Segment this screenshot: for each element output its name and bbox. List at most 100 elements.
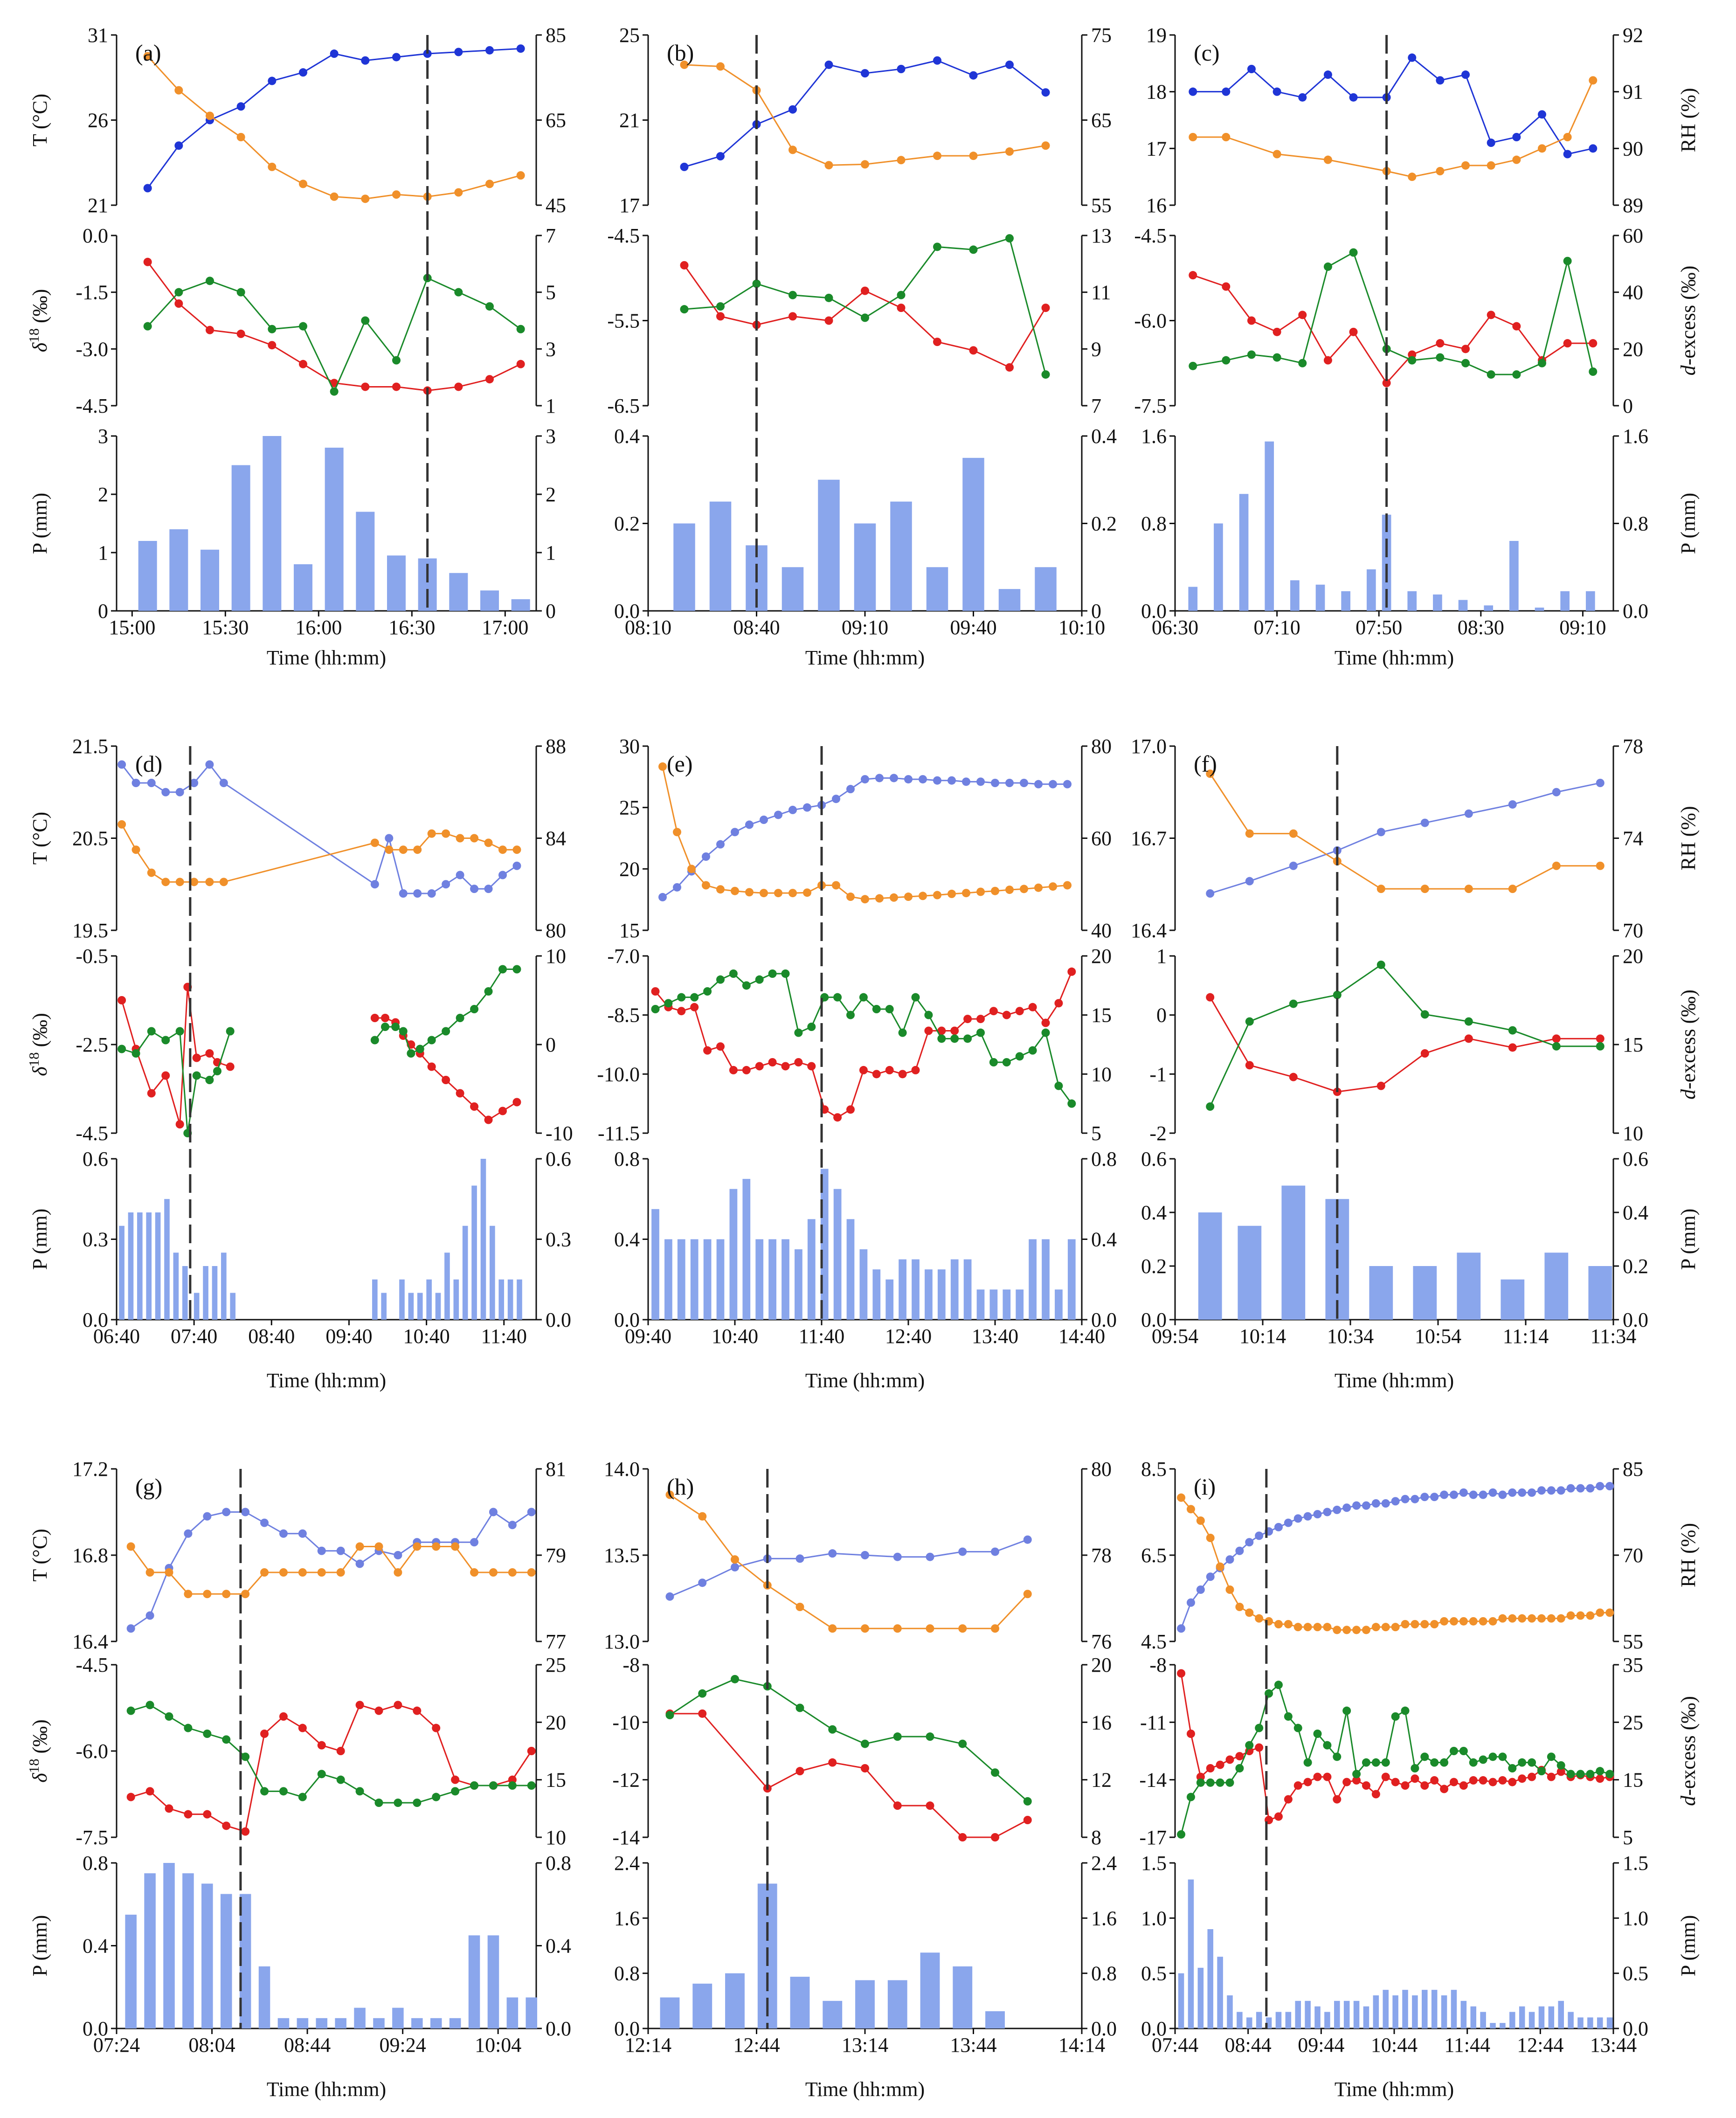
humidity-point — [716, 885, 725, 894]
precipitation-bar — [782, 567, 804, 611]
precipitation-bar — [1480, 2012, 1486, 2028]
x-axis-title: Time (hh:mm) — [267, 1369, 386, 1392]
humidity-point — [165, 1568, 173, 1577]
temperature-point — [665, 1592, 674, 1601]
precipitation-bar — [1500, 2023, 1506, 2028]
temperature-point — [1596, 1482, 1605, 1490]
d18O-point — [1469, 1776, 1478, 1785]
temperature-point — [1255, 1531, 1264, 1540]
humidity-point — [1488, 1617, 1497, 1626]
temperature-point — [236, 102, 245, 111]
d-excess-point — [950, 1034, 959, 1043]
precipitation-bar — [373, 2018, 385, 2028]
temperature-point — [1563, 150, 1572, 159]
temperature-point — [1293, 1514, 1302, 1523]
x-tick-label: 09:10 — [1559, 616, 1606, 639]
precipitation-bar — [138, 541, 157, 611]
precipitation-bar — [1188, 587, 1198, 611]
temperature-point — [933, 776, 941, 785]
mid-left-tick-label: -8 — [1149, 1654, 1167, 1676]
mid-right-tick-label: 1 — [546, 395, 556, 417]
humidity-point — [370, 838, 379, 847]
precipitation-bar — [354, 2007, 366, 2028]
precipitation-bar — [1413, 1266, 1437, 1320]
mid-left-axis-label: δ18 (‰) — [26, 1013, 51, 1076]
x-tick-label: 14:40 — [1058, 1325, 1105, 1348]
temperature-point — [702, 852, 710, 861]
panel-label: (g) — [135, 1474, 162, 1500]
precipitation-bar — [468, 1935, 480, 2028]
d18O-point — [1342, 1778, 1351, 1786]
d18O-point — [833, 1113, 842, 1122]
mid-left-tick-label: -11.5 — [598, 1122, 640, 1145]
bot-right-tick-label: 2.4 — [1091, 1852, 1117, 1875]
temperature-point — [147, 779, 156, 787]
d18O-point — [893, 1801, 902, 1810]
d-excess-point — [126, 1706, 135, 1715]
bot-right-axis-label: P (mm) — [1677, 1209, 1700, 1270]
mid-right-tick-label: 20 — [1091, 945, 1112, 968]
precipitation-bar — [449, 2018, 461, 2028]
precipitation-bar — [887, 1980, 907, 2028]
precipitation-bar — [1509, 2012, 1515, 2028]
x-tick-label: 10:54 — [1415, 1325, 1461, 1348]
temperature-point — [774, 810, 782, 819]
humidity-point — [1566, 1611, 1575, 1620]
x-tick-label: 13:14 — [842, 2034, 888, 2056]
mid-right-axis-label: d-excess (‰) — [1677, 266, 1700, 376]
bot-right-tick-label: 0.4 — [546, 1935, 571, 1958]
humidity-point — [1537, 144, 1546, 153]
top-left-tick-label: 19 — [1146, 24, 1167, 47]
humidity-point — [527, 1568, 536, 1577]
d-excess-point — [484, 987, 493, 996]
humidity-point — [687, 865, 696, 873]
temperature-point — [1552, 788, 1561, 796]
d18O-point — [1005, 363, 1014, 372]
humidity-point — [1063, 881, 1072, 890]
x-tick-label: 09:40 — [325, 1325, 372, 1348]
d18O-point — [241, 1827, 250, 1836]
humidity-point — [1381, 1623, 1390, 1632]
d-excess-point — [1459, 1747, 1468, 1755]
panel-label: (f) — [1194, 751, 1217, 777]
mid-left-tick-label: -17 — [1139, 1826, 1167, 1849]
precipitation-bar — [807, 1219, 816, 1320]
x-tick-label: 12:14 — [625, 2034, 671, 2056]
precipitation-bar — [417, 1293, 423, 1320]
d-excess-point — [1528, 1758, 1536, 1767]
temperature-point — [828, 1549, 837, 1558]
humidity-point — [219, 878, 228, 886]
temperature-point — [394, 1551, 402, 1559]
mid-right-tick-label: 60 — [1623, 224, 1643, 247]
temperature-point — [299, 68, 307, 77]
d18O-point — [498, 1107, 507, 1115]
humidity-point — [205, 878, 214, 886]
precipitation-bar — [1246, 2017, 1252, 2028]
d-excess-point — [893, 1732, 902, 1741]
top-left-tick-label: 20.5 — [72, 827, 108, 850]
humidity-point — [1284, 1620, 1293, 1628]
d-excess-point — [1408, 356, 1417, 365]
humidity-point — [442, 829, 450, 838]
d18O-point — [184, 1810, 193, 1819]
precipitation-bar — [498, 1279, 505, 1320]
mid-right-tick-label: 8 — [1091, 1826, 1101, 1849]
d18O-point — [1487, 311, 1495, 319]
precipitation-bar — [976, 1289, 985, 1320]
d-excess-point — [911, 993, 920, 1002]
temperature-point — [184, 1529, 193, 1538]
d18O-point — [394, 1701, 402, 1710]
d-excess-point — [118, 1045, 126, 1053]
temperature-point — [890, 774, 898, 782]
precipitation-bar — [823, 2000, 843, 2028]
precipitation-bar — [221, 1253, 227, 1320]
temperature-point — [1537, 110, 1546, 119]
x-tick-label: 15:00 — [109, 616, 155, 639]
precipitation-bar — [372, 1279, 378, 1320]
humidity-point — [1289, 829, 1298, 838]
humidity-point — [184, 1590, 193, 1599]
d-excess-point — [161, 1036, 170, 1045]
d-excess-point — [330, 387, 339, 396]
precipitation-bar — [1402, 1990, 1408, 2028]
d18O-point — [1436, 339, 1445, 348]
